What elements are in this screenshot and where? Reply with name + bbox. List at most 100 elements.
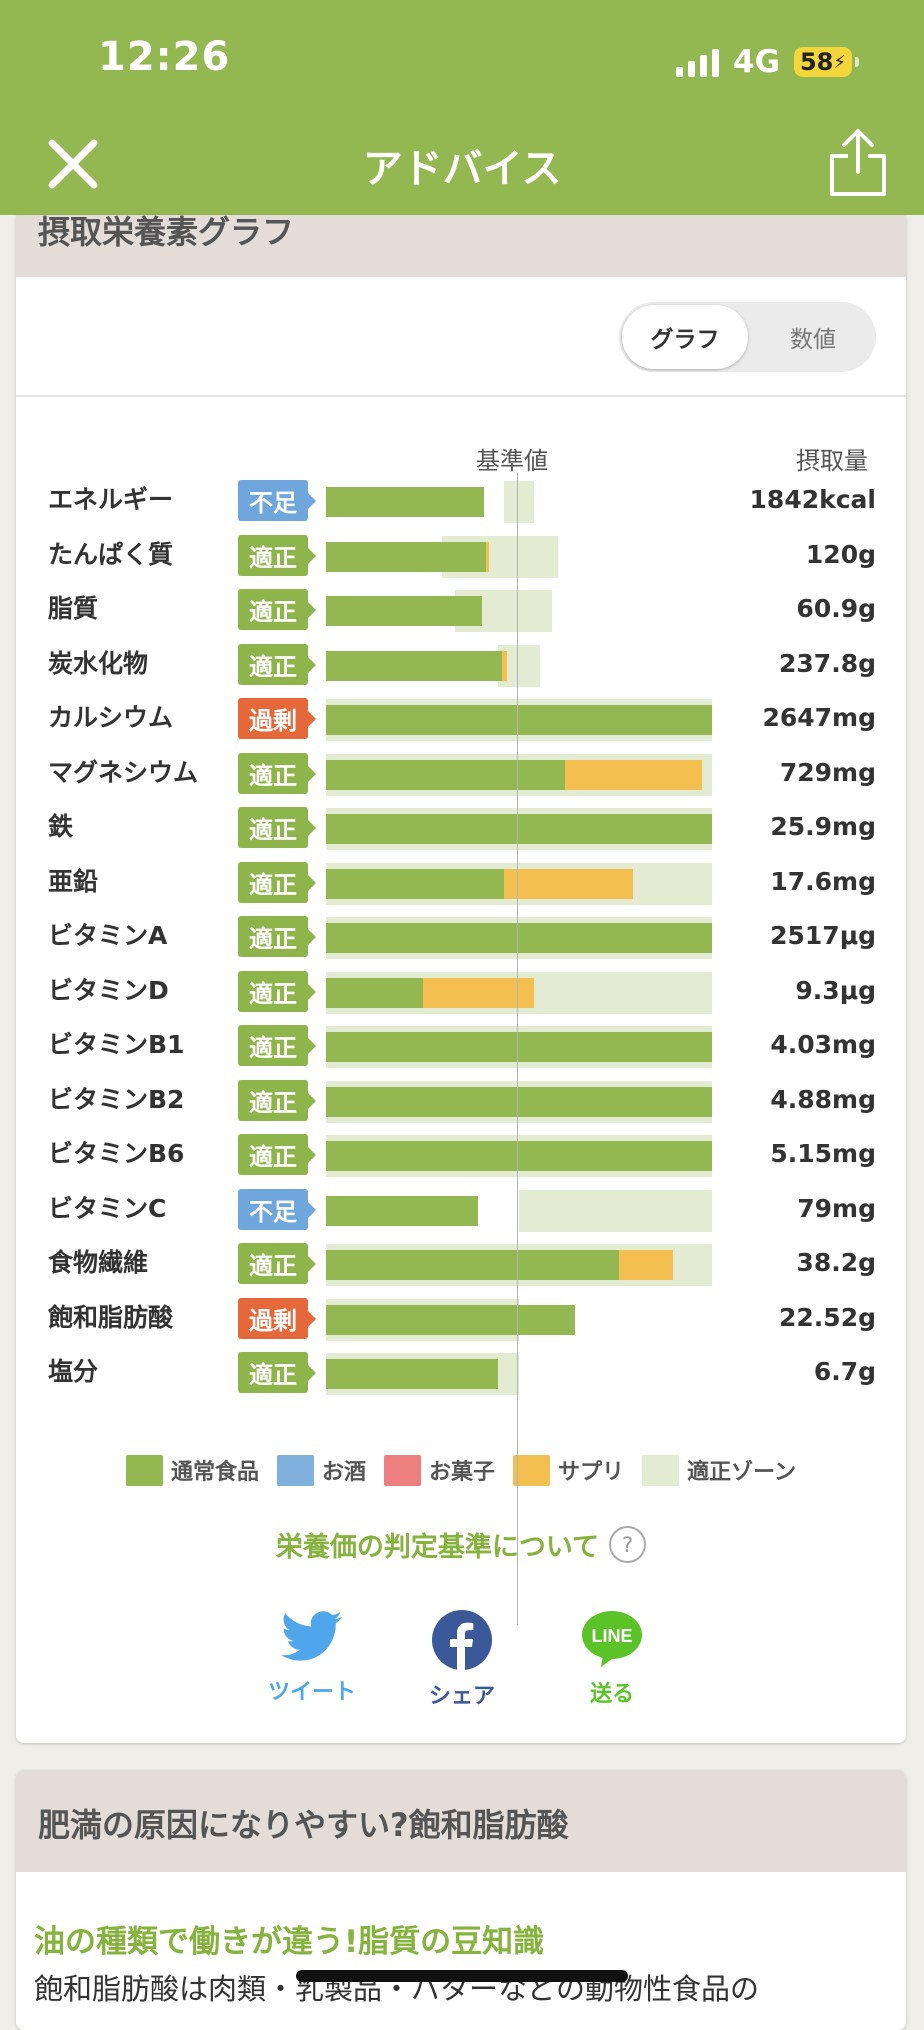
nutrient-row: ビタミンC 不足 79mg (16, 1182, 906, 1236)
regular-food-bar (326, 977, 423, 1008)
status-badge: 適正 (238, 534, 316, 576)
signal-icon (676, 47, 719, 77)
status-badge-label: 適正 (249, 925, 297, 953)
nutrient-row: 鉄 適正 25.9mg (16, 800, 906, 854)
charging-bolt-icon: ⚡ (833, 51, 847, 73)
regular-food-bar (326, 1195, 479, 1226)
nutrient-row: 脂質 適正 60.9g (16, 582, 906, 636)
legend-item: 通常食品 (126, 1454, 259, 1486)
regular-food-bar (326, 541, 487, 572)
legend-swatch (384, 1454, 422, 1486)
legend-swatch (277, 1454, 315, 1486)
tweet-button[interactable]: ツイート (252, 1610, 372, 1706)
status-badge-label: 適正 (249, 543, 297, 572)
nutrient-row: 飽和脂肪酸 過剰 22.52g (16, 1291, 906, 1345)
regular-food-bar (326, 1141, 712, 1171)
status-badge-label: 適正 (249, 1252, 297, 1280)
nutrient-name: 飽和脂肪酸 (48, 1302, 174, 1332)
close-button[interactable] (44, 135, 102, 193)
divider (16, 395, 906, 397)
intake-value: 237.8g (779, 648, 876, 678)
nutrient-row: 食物繊維 適正 38.2g (16, 1236, 906, 1290)
facebook-icon (432, 1610, 492, 1670)
legend-label: お菓子 (429, 1460, 496, 1485)
nutrient-name: ビタミンD (48, 975, 169, 1005)
intake-value: 60.9g (796, 594, 876, 623)
regular-food-bar (326, 1250, 620, 1280)
status-badge-label: 適正 (249, 652, 297, 681)
status-badge: 適正 (238, 861, 316, 903)
status-badge: 不足 (238, 1188, 316, 1230)
nutrient-row: エネルギー 不足 1842kcal (16, 473, 906, 527)
battery-level: 58 (799, 48, 834, 76)
intake-header: 摂取量 (796, 447, 868, 475)
legend-swatch (126, 1454, 163, 1486)
intake-value: 79mg (797, 1193, 876, 1223)
share-button[interactable] (826, 126, 890, 198)
status-time: 12:26 (98, 34, 231, 80)
regular-food-bar (326, 759, 566, 790)
section-title: 摂取栄養素グラフ (38, 215, 295, 251)
nutrient-name: 食物繊維 (48, 1248, 149, 1277)
close-icon (48, 139, 98, 189)
regular-food-bar (326, 596, 483, 626)
intake-value: 22.52g (779, 1302, 876, 1332)
status-indicators: 4G 58 ⚡ (676, 40, 860, 84)
nutrient-name: 鉄 (48, 812, 74, 841)
nutrient-name: 亜鉛 (48, 866, 99, 896)
status-badge: 適正 (238, 807, 316, 848)
nutrient-row: ビタミンB2 適正 4.88mg (16, 1073, 906, 1127)
criteria-link-row: 栄養価の判定基準について ? (16, 1525, 906, 1564)
nutrient-row: カルシウム 過剰 2647mg (16, 691, 906, 745)
legend-item: お酒 (277, 1454, 366, 1486)
legend-label: 通常食品 (171, 1460, 260, 1485)
status-badge: 不足 (238, 480, 316, 521)
status-badge: 適正 (238, 1134, 316, 1175)
line-send-button[interactable]: LINE 送る (552, 1610, 672, 1708)
legend-label: 適正ゾーン (687, 1460, 796, 1485)
supplement-bar (501, 650, 508, 681)
nutrient-row: たんぱく質 適正 120g (16, 528, 906, 582)
status-badge-label: 過剰 (249, 707, 297, 735)
optimal-zone (519, 1189, 712, 1232)
status-badge-label: 適正 (249, 598, 297, 626)
supplement-bar (486, 541, 490, 572)
nutrient-row: 塩分 適正 6.7g (16, 1345, 906, 1399)
legend-label: サプリ (558, 1460, 625, 1485)
status-badge-label: 不足 (249, 489, 297, 517)
regular-food-bar (326, 923, 712, 953)
reference-line (517, 473, 518, 1625)
nutrient-chart: エネルギー 不足 1842kcal たんぱく質 適正 120g 脂質 適正 60.9g 炭水化物適… (16, 215, 906, 1743)
status-badge-label: 過剰 (249, 1306, 297, 1335)
nutrient-row: ビタミンB1 適正 4.03mg (16, 1018, 906, 1072)
help-icon[interactable]: ? (609, 1526, 647, 1563)
facebook-share-button[interactable]: シェア (402, 1610, 522, 1710)
status-badge-label: 不足 (249, 1197, 297, 1226)
section-header: 摂取栄養素グラフ (16, 215, 906, 277)
intake-value: 38.2g (796, 1248, 876, 1277)
nutrient-name: マグネシウム (48, 757, 199, 787)
nutrient-name: ビタミンB6 (48, 1139, 185, 1168)
regular-food-bar (326, 650, 502, 681)
nutrient-name: ビタミンB1 (48, 1030, 185, 1059)
nutrient-row: ビタミンB6 適正 5.15mg (16, 1127, 906, 1181)
intake-value: 4.03mg (770, 1030, 876, 1059)
nutrient-row: ビタミンA 適正 2517μg (16, 909, 906, 963)
status-badge-label: 適正 (249, 1361, 297, 1389)
tweet-label: ツイート (267, 1680, 356, 1705)
nutrient-row: 亜鉛 適正 17.6mg (16, 855, 906, 909)
share-icon (830, 129, 886, 196)
intake-value: 2647mg (762, 703, 876, 732)
legend-swatch (513, 1454, 551, 1486)
intake-value: 5.15mg (770, 1139, 876, 1168)
nutrient-name: ビタミンB2 (48, 1084, 185, 1114)
nutrient-row: マグネシウム 適正 729mg (16, 746, 906, 800)
toggle-numeric[interactable]: 数値 (790, 327, 836, 353)
criteria-link[interactable]: 栄養価の判定基準について (275, 1532, 600, 1563)
regular-food-bar (326, 868, 504, 899)
toggle-graph[interactable]: グラフ (622, 305, 748, 369)
intake-value: 1842kcal (749, 485, 876, 514)
nutrient-row: ビタミンD 適正 9.3μg (16, 964, 906, 1018)
app-bar: 12:26 4G 58 ⚡ アドバイス (0, 0, 924, 215)
network-type: 4G (733, 44, 781, 80)
